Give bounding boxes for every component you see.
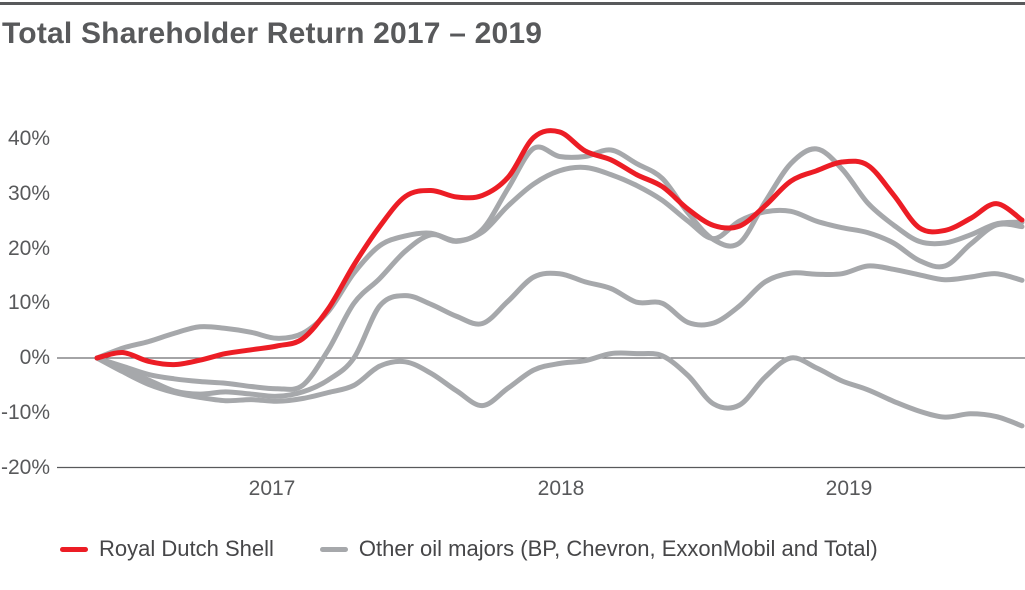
legend-label-other-majors: Other oil majors (BP, Chevron, ExxonMobi… — [358, 536, 878, 561]
series-line-other-oil-major-3 — [94, 263, 1025, 399]
series-line-royal-dutch-shell — [94, 128, 1025, 368]
chart-legend: Royal Dutch Shell Other oil majors (BP, … — [60, 536, 878, 562]
top-border-rule — [0, 2, 1025, 5]
y-axis-tick-label--20: -20% — [0, 455, 50, 479]
legend-item-other-majors: Other oil majors (BP, Chevron, ExxonMobi… — [319, 536, 878, 562]
y-axis-tick-label-0: 0% — [19, 346, 50, 369]
x-axis-year-label-2018: 2018 — [537, 477, 585, 500]
series-line-other-oil-major-1 — [94, 144, 1025, 361]
other-majors-line-swatch — [319, 546, 348, 552]
y-axis-tick-label-20: 20% — [7, 236, 50, 260]
series-line-other-oil-major-4 — [94, 350, 1025, 429]
y-axis-tick-label-40: 40% — [7, 127, 50, 150]
chart-title: Total Shareholder Return 2017 – 2019 — [2, 17, 543, 50]
shell-line-swatch — [60, 546, 88, 552]
y-axis-tick-label--10: -10% — [0, 400, 50, 424]
x-axis-year-label-2019: 2019 — [825, 477, 873, 500]
series-line-other-oil-major-2 — [94, 164, 1025, 392]
y-axis-tick-label-30: 30% — [7, 181, 50, 205]
y-axis-tick-label-10: 10% — [7, 291, 50, 315]
x-axis-year-label-2017: 2017 — [248, 477, 296, 500]
legend-item-shell: Royal Dutch Shell — [60, 536, 274, 562]
legend-label-shell: Royal Dutch Shell — [99, 536, 274, 561]
